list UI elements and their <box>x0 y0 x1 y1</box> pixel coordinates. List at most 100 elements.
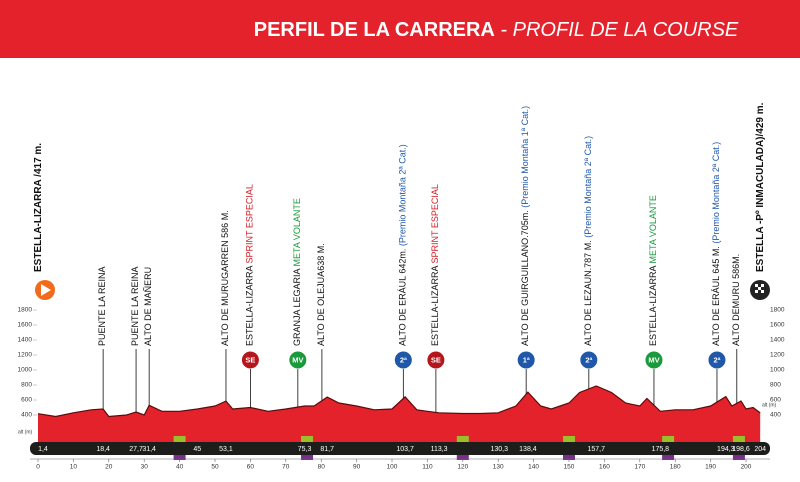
y-tick-label: 1000 <box>18 367 33 374</box>
y-tick-label: 800 <box>21 382 32 389</box>
y-tick-label: 1600 <box>18 322 33 329</box>
marker-purple <box>662 455 675 460</box>
point-icon-label: MV <box>292 355 303 364</box>
point-tag: (Premio Montaña 2ª Cat.) <box>398 144 408 246</box>
point-name: ALTO DE LEZAUN.787 M. <box>583 240 593 346</box>
marker-purple <box>173 455 186 460</box>
point-name: ALTO DE ERÁUL 642m. <box>398 249 408 346</box>
x-tick-label: 110 <box>422 464 433 471</box>
km-label: 130,3 <box>490 446 508 453</box>
point-icon-label: 1ª <box>523 355 530 364</box>
point-icon-label: 2ª <box>713 355 720 364</box>
point-icon-label: MV <box>648 355 659 364</box>
km-bar <box>30 442 770 455</box>
km-label: 175,8 <box>652 446 670 453</box>
point-label: ALTO DE LEZAUN.787 M. (Premio Montaña 2ª… <box>583 136 593 346</box>
point-label: ESTELLA-LIZARRA SPRINT ESPECIAL <box>430 184 440 346</box>
km-label: 18,4 <box>96 446 110 453</box>
km-label: 75,3 <box>298 446 312 453</box>
x-tick-label: 90 <box>353 464 361 471</box>
y-tick-label: 1400 <box>18 337 33 344</box>
point-label: ESTELLA-LIZARRA META VOLANTE <box>648 195 658 346</box>
y-tick-label-right: 1400 <box>770 337 785 344</box>
x-tick-label: 100 <box>387 464 398 471</box>
km-label: 138,4 <box>519 446 537 453</box>
x-tick-label: 0 <box>36 464 40 471</box>
x-tick-label: 140 <box>528 464 539 471</box>
x-tick-label: 80 <box>318 464 326 471</box>
x-tick-label: 150 <box>564 464 575 471</box>
endpoint-name: ESTELLA -Pº INMACULADA)/429 m. <box>755 102 766 272</box>
x-tick-label: 10 <box>70 464 78 471</box>
km-label: 31,4 <box>142 446 156 453</box>
km-label: 198,6 <box>732 446 750 453</box>
km-label: 81,7 <box>320 446 334 453</box>
point-label: GRANJA LEGARIA META VOLANTE <box>292 198 302 346</box>
marker-green <box>662 436 675 442</box>
point-name: PUENTE LA REINA <box>130 266 140 346</box>
marker-green <box>563 436 575 442</box>
point-label: ALTO DE MAÑERU <box>144 267 154 346</box>
endpoint-label: ESTELLA-LIZARRA /417 m. <box>33 143 44 272</box>
point-label: ALTO DE GUIRGUILLANO.705m. (Premio Monta… <box>521 106 531 346</box>
y-tick-label-right: 400 <box>770 412 781 419</box>
x-tick-label: 130 <box>493 464 504 471</box>
point-name: ESTELLA-LIZARRA <box>430 265 440 346</box>
km-label: 194,3 <box>717 446 735 453</box>
point-icon-label: 2ª <box>585 355 592 364</box>
title: PERFIL DE LA CARRERA <box>254 19 495 41</box>
y-tick-label-right: 1200 <box>770 352 785 359</box>
point-name: ALTO DE OLEJUA638 M. <box>316 243 326 346</box>
point-label: ALTO DE MURUGARREN 586 M. <box>220 210 230 346</box>
y-tick-label-right: 800 <box>770 382 781 389</box>
y-tick-label-right: 1600 <box>770 322 785 329</box>
km-label: 103,7 <box>396 446 414 453</box>
km-label: 53,1 <box>219 446 233 453</box>
x-tick-label: 30 <box>141 464 149 471</box>
point-label: ESTELLA-LIZARRA SPRINT ESPECIAL <box>245 184 255 346</box>
point-name: GRANJA LEGARIA <box>292 268 302 346</box>
x-tick-label: 200 <box>741 464 752 471</box>
point-icon-label: SE <box>431 355 441 364</box>
y-axis-label-right: alt (m) <box>762 402 777 408</box>
point-tag: META VOLANTE <box>292 198 302 266</box>
point-icon-label: SE <box>245 355 255 364</box>
point-label: PUENTE LA REINA <box>130 266 140 346</box>
y-axis-label: alt (m) <box>18 429 33 435</box>
marker-green <box>732 436 745 442</box>
y-tick-label-right: 600 <box>770 397 781 404</box>
km-label: 45 <box>193 446 201 453</box>
marker-green <box>456 436 469 442</box>
y-tick-label-right: 1000 <box>770 367 785 374</box>
km-label: 113,3 <box>431 446 448 453</box>
km-label: 204 <box>754 446 766 453</box>
y-tick-label: 1200 <box>18 352 33 359</box>
finish-flag <box>755 284 764 293</box>
km-label: 157,7 <box>587 446 605 453</box>
elevation-line <box>37 385 761 418</box>
point-tag: SPRINT ESPECIAL <box>245 184 255 263</box>
point-name: ALTO DE GUIRGUILLANO.705m. <box>521 210 531 346</box>
marker-purple <box>563 455 575 460</box>
subtitle: - PROFIL DE LA COURSE <box>500 19 738 41</box>
marker-purple <box>732 455 745 460</box>
y-tick-label: 600 <box>21 397 32 404</box>
chart-title: PERFIL DE LA CARRERA - PROFIL DE LA COUR… <box>254 19 739 41</box>
point-label: ALTO DE OLEJUA638 M. <box>316 243 326 346</box>
header-band <box>0 0 800 58</box>
point-label: ALTO DE ERÁUL 645 M. (Premio Montaña 2ª … <box>711 142 721 346</box>
point-label: PUENTE LA REINA <box>98 266 108 346</box>
marker-purple <box>301 455 314 460</box>
x-tick-label: 120 <box>457 464 468 471</box>
point-tag: SPRINT ESPECIAL <box>430 184 440 263</box>
x-tick-label: 190 <box>705 464 716 471</box>
x-tick-label: 20 <box>105 464 113 471</box>
point-label: ALTO DEMURU 586M. <box>731 254 741 346</box>
x-tick-label: 40 <box>176 464 184 471</box>
y-tick-label: 400 <box>21 412 32 419</box>
point-name: ALTO DEMURU 586M. <box>731 254 741 346</box>
point-tag: (Premio Montaña 1ª Cat.) <box>521 106 531 208</box>
point-name: PUENTE LA REINA <box>98 266 108 346</box>
y-tick-label: 1800 <box>18 307 33 314</box>
endpoint-name: ESTELLA-LIZARRA /417 m. <box>33 143 44 272</box>
